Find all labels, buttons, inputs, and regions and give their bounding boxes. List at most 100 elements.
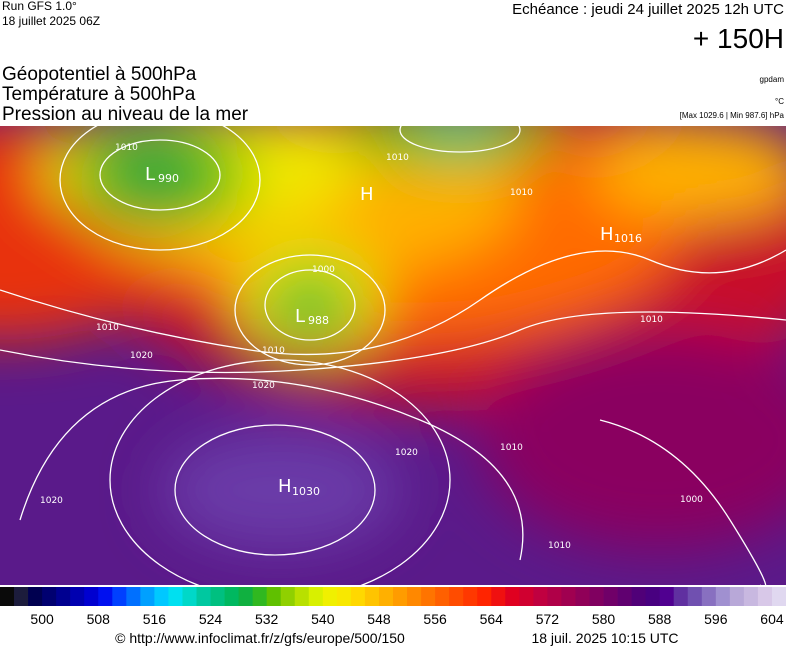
- isobar-label: 1010: [115, 143, 138, 153]
- map: [0, 126, 786, 585]
- low-center: L: [295, 306, 305, 327]
- colorbar-tick: 604: [760, 611, 784, 627]
- colorbar-cell: [350, 587, 366, 606]
- layer: Température à 500hPa: [2, 84, 196, 105]
- colorbar-cell: [743, 587, 759, 606]
- isobar-label: 1010: [262, 346, 285, 356]
- colorbar-cell: [378, 587, 394, 606]
- isobar-label: 1010: [96, 323, 119, 333]
- colorbar-tick: 540: [311, 611, 335, 627]
- colorbar-cell: [421, 587, 436, 606]
- unit: °C: [775, 97, 784, 106]
- colorbar-cell: [701, 587, 717, 606]
- colorbar-cell: [491, 587, 506, 606]
- isobar-label: 1000: [680, 495, 703, 505]
- colorbar-tick: 572: [536, 611, 560, 627]
- colorbar-tick: 556: [423, 611, 447, 627]
- colorbar-cell: [603, 587, 618, 606]
- colorbar-tick: 564: [480, 611, 504, 627]
- colorbar-cell: [589, 587, 604, 606]
- colorbar-cell: [266, 587, 282, 606]
- isobar-label: 1010: [510, 188, 533, 198]
- colorbar-cell: [645, 587, 661, 606]
- colorbar-cell: [196, 587, 211, 606]
- colorbar-tick: 500: [30, 611, 54, 627]
- colorbar-cell: [757, 587, 773, 606]
- colorbar: 500 508 516 524 532 540 548 556 564 572 580 588 596 6…: [0, 587, 786, 627]
- lead-time: + 150H: [693, 23, 784, 54]
- isobar-label: 1010: [548, 541, 571, 551]
- colorbar-cell: [140, 587, 155, 606]
- isobar-label: 1020: [395, 448, 418, 458]
- valid-time: Echéance : jeudi 24 juillet 2025 12h UTC: [512, 1, 784, 18]
- colorbar-cell: [547, 587, 562, 606]
- isobar-label: 1020: [130, 351, 153, 361]
- colorbar-cell: [126, 587, 141, 606]
- isobar-label: 1000: [312, 265, 335, 275]
- colorbar-cell: [168, 587, 183, 606]
- colorbar-cell: [519, 587, 534, 606]
- colorbar-cell: [631, 587, 647, 606]
- run-date: 18 juillet 2025 06Z: [2, 14, 100, 28]
- isobar-label: 1020: [40, 496, 63, 506]
- colorbar-cell: [70, 587, 85, 606]
- colorbar-cell: [771, 587, 786, 606]
- source: © http://www.infoclimat.fr/z/gfs/europe/…: [115, 630, 405, 646]
- colorbar-cell: [477, 587, 492, 606]
- colorbar-tick: 508: [87, 611, 111, 627]
- colorbar-cell: [322, 587, 338, 606]
- colorbar-cell: [575, 587, 590, 606]
- colorbar-tick: 532: [255, 611, 279, 627]
- generated: 18 juil. 2025 10:15 UTC: [531, 630, 678, 646]
- colorbar-cell: [435, 587, 450, 606]
- colorbar-cell: [463, 587, 478, 606]
- colorbar-tick: 580: [592, 611, 616, 627]
- colorbar-cell: [84, 587, 99, 606]
- colorbar-cell: [336, 587, 352, 606]
- layer: Pression au niveau de la mer: [2, 104, 249, 125]
- colorbar-cell: [280, 587, 296, 606]
- colorbar-cell: [505, 587, 520, 606]
- unit: [Max 1029.6 | Min 987.6] hPa: [680, 111, 785, 120]
- center-value: 988: [308, 314, 329, 327]
- isobar-label: 1010: [386, 153, 409, 163]
- isobar-label: 1010: [500, 443, 523, 453]
- colorbar-cell: [659, 587, 675, 606]
- colorbar-cell: [182, 587, 197, 606]
- colorbar-cell: [407, 587, 422, 606]
- colorbar-cell: [238, 587, 254, 606]
- isobar-label: 1010: [640, 315, 663, 325]
- center-value: 1030: [292, 485, 320, 498]
- colorbar-cell: [715, 587, 731, 606]
- colorbar-cell: [224, 587, 240, 606]
- colorbar-cell: [687, 587, 703, 606]
- colorbar-cell: [14, 587, 29, 606]
- colorbar-tick: 596: [704, 611, 728, 627]
- colorbar-cell: [533, 587, 548, 606]
- colorbar-cell: [308, 587, 324, 606]
- colorbar-cell: [28, 587, 43, 606]
- colorbar-tick: 548: [367, 611, 391, 627]
- high-center: H: [278, 476, 292, 497]
- colorbar-cell: [617, 587, 633, 606]
- colorbar-cell: [112, 587, 127, 606]
- run: Run GFS 1.0°: [2, 0, 77, 13]
- colorbar-cell: [210, 587, 225, 606]
- colorbar-cell: [364, 587, 380, 606]
- colorbar-cell: [294, 587, 310, 606]
- layer: Géopotentiel à 500hPa: [2, 64, 197, 85]
- colorbar-cell: [449, 587, 464, 606]
- colorbar-cell: [729, 587, 745, 606]
- low-center: L: [145, 164, 155, 185]
- colorbar-cell: [252, 587, 268, 606]
- center-value: 1016: [614, 232, 642, 245]
- colorbar-cell: [42, 587, 57, 606]
- isobar-label: 1020: [252, 381, 275, 391]
- colorbar-cell: [56, 587, 71, 606]
- unit: gpdam: [760, 75, 785, 84]
- colorbar-cell: [98, 587, 113, 606]
- colorbar-tick: 588: [648, 611, 672, 627]
- colorbar-cell: [0, 587, 15, 606]
- high-center: H: [600, 224, 614, 245]
